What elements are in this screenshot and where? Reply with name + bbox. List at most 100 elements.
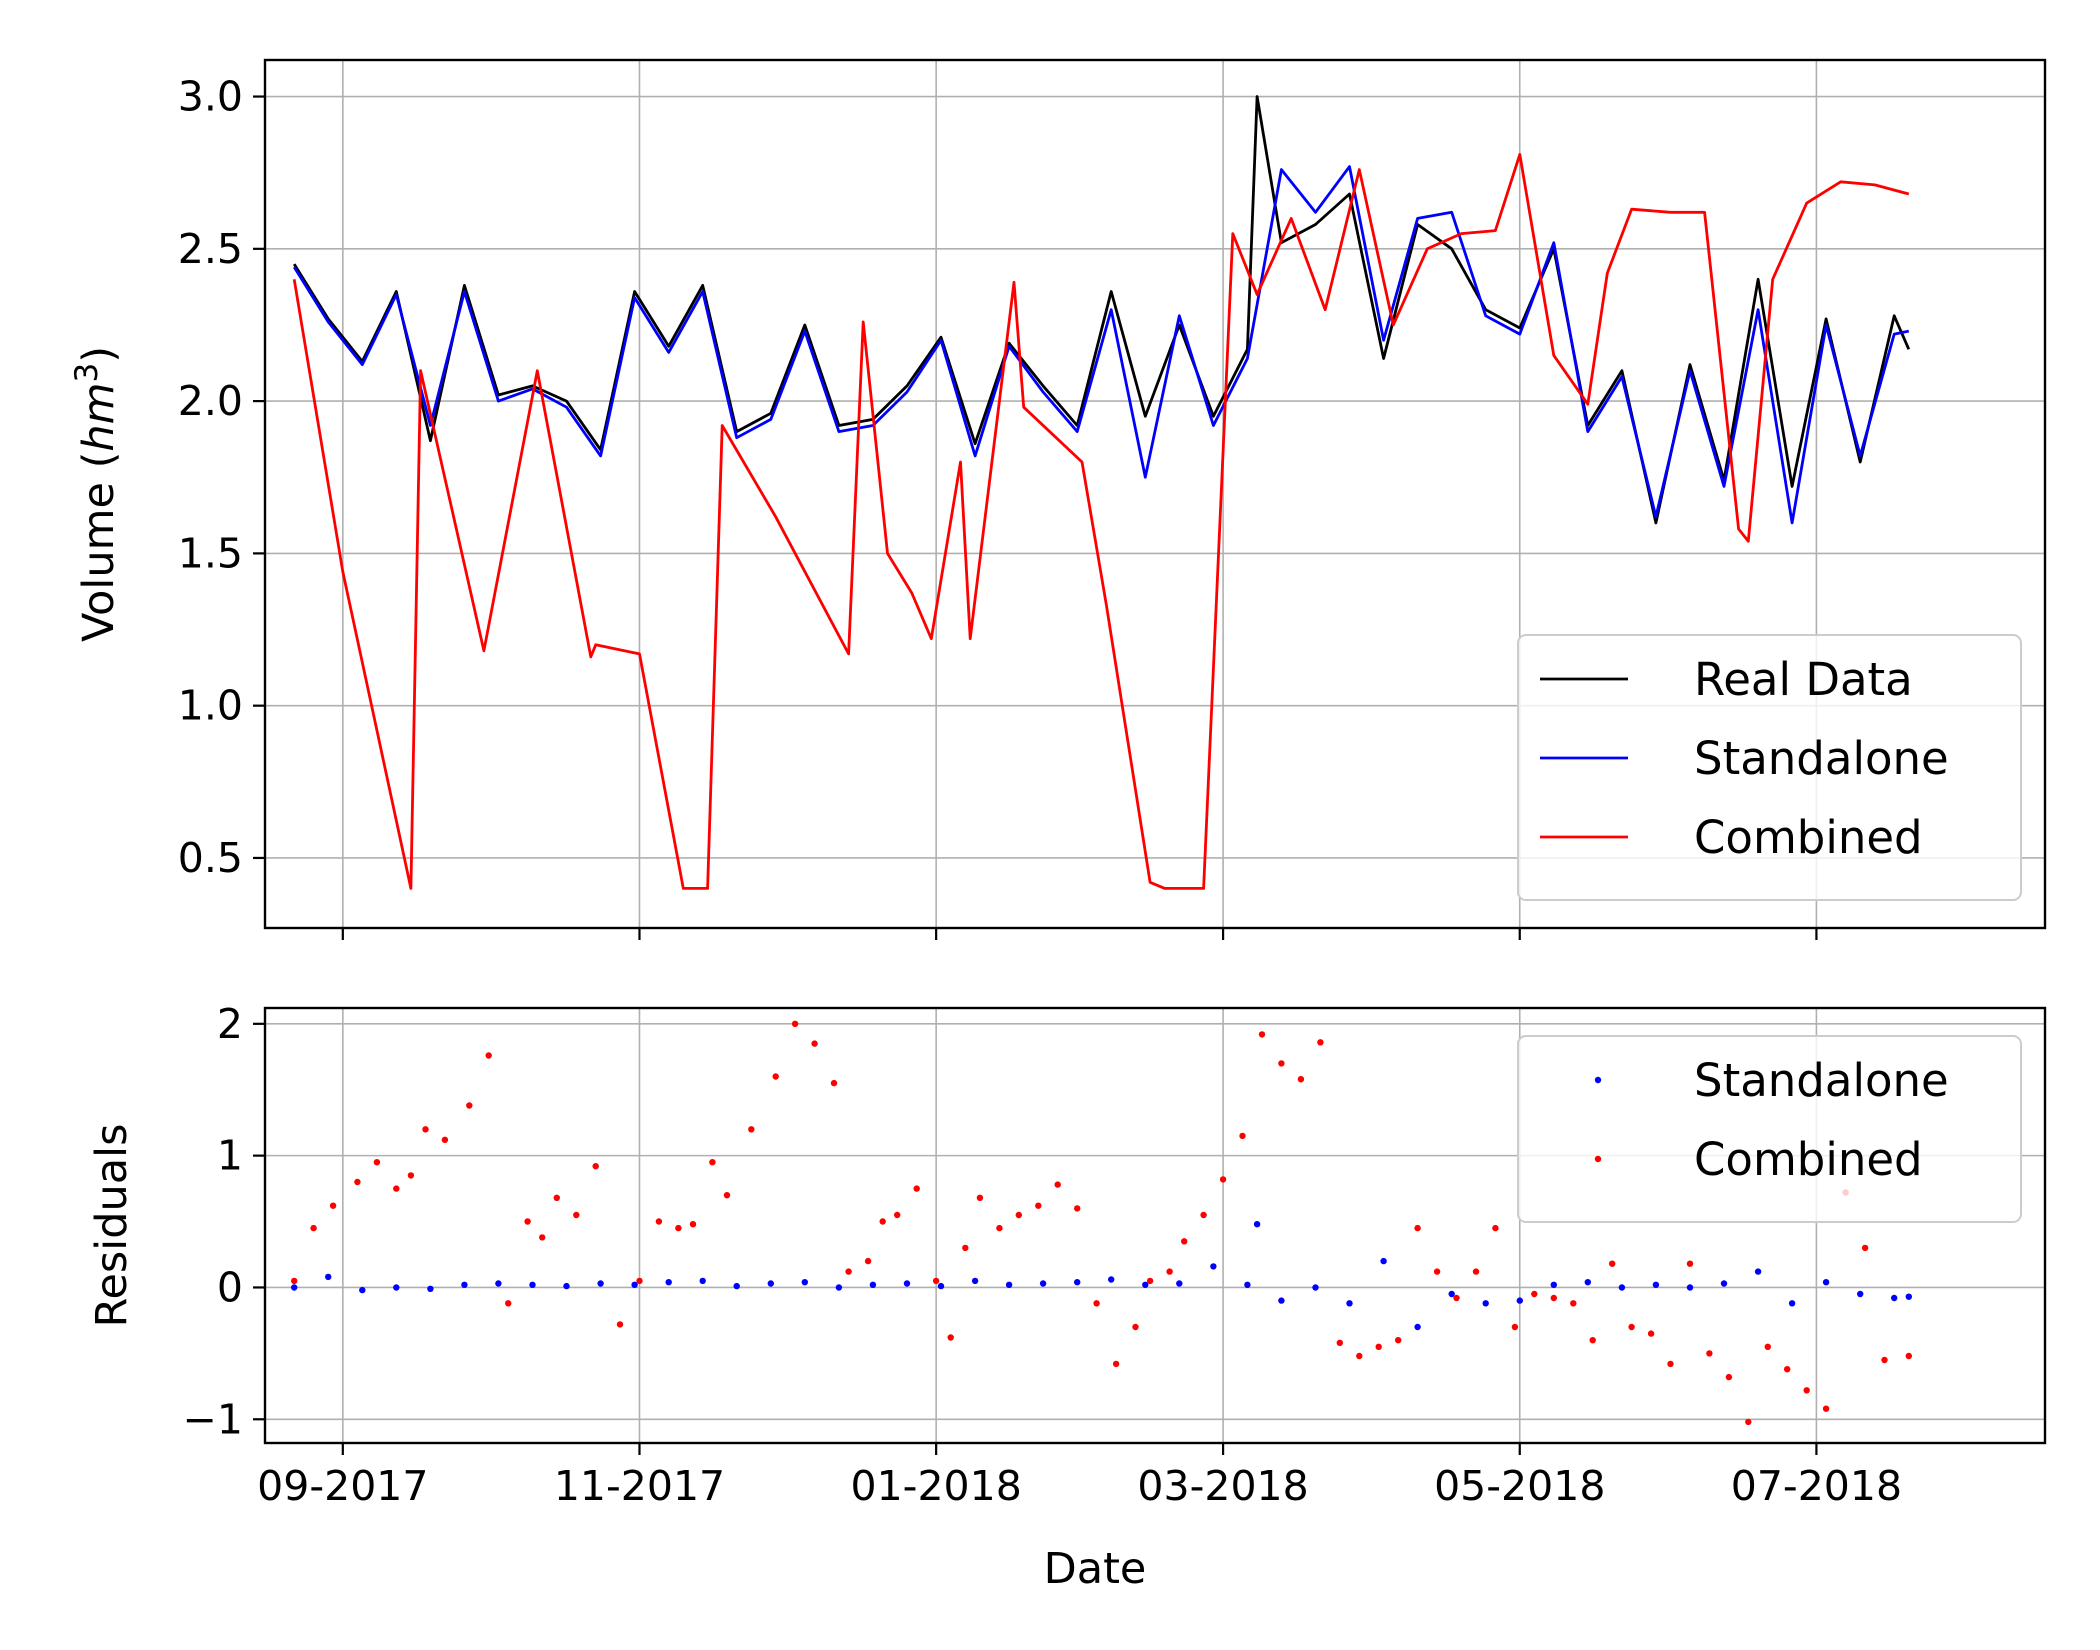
legend-label-standalone: Standalone [1694,1054,1949,1107]
point-combined [407,1172,415,1179]
point-combined [291,1277,298,1285]
legend-label-combined: Combined [1694,811,1923,864]
point-standalone [1142,1281,1149,1289]
y-tick-label: 1.0 [178,682,243,730]
y-tick-label: 2.0 [178,377,243,425]
point-standalone [937,1282,945,1290]
point-combined [1239,1132,1246,1140]
point-combined [373,1159,381,1166]
point-standalone [1414,1323,1421,1331]
point-standalone [291,1284,298,1291]
legend-label-standalone: Standalone [1694,732,1949,785]
point-combined [1764,1343,1772,1351]
point-combined [1112,1360,1120,1368]
point-combined [879,1218,886,1225]
point-standalone [359,1286,366,1294]
point-standalone [1652,1281,1660,1289]
point-combined [976,1194,984,1202]
point-standalone [1905,1293,1913,1300]
point-combined [1511,1323,1519,1331]
point-combined [1628,1323,1635,1331]
point-combined [1433,1268,1441,1275]
point-standalone [1482,1300,1489,1307]
point-combined [422,1126,429,1133]
point-combined [553,1194,560,1202]
point-combined [894,1211,901,1219]
point-combined [1861,1244,1869,1252]
residuals-panel: −1 0 1 2 09-2017 11-2017 01-2018 03-2018 05-2018… [87,1000,2047,1594]
point-standalone [1516,1297,1524,1304]
point-combined [1336,1339,1344,1347]
point-standalone [1346,1300,1353,1307]
point-combined [485,1052,492,1059]
point-combined [748,1126,755,1133]
point-combined [1181,1238,1188,1245]
point-standalone [1448,1290,1455,1298]
point-standalone [1278,1297,1285,1304]
point-combined [830,1079,838,1087]
x-tick-label: 01-2018 [850,1462,1021,1510]
point-combined [1146,1277,1154,1285]
plot-area [292,95,1911,890]
point-standalone [1550,1281,1558,1289]
point-combined [1132,1323,1139,1331]
point-combined [811,1040,818,1047]
point-combined [1492,1224,1499,1232]
point-standalone [1176,1280,1183,1287]
point-combined [1725,1373,1733,1381]
point-standalone [1686,1284,1694,1291]
point-combined [1200,1211,1207,1219]
point-standalone [461,1281,468,1289]
point-standalone [835,1284,843,1291]
point-combined [539,1234,546,1241]
series-line-standalone [293,165,1910,525]
point-combined [1035,1202,1042,1209]
x-tick-label: 03-2018 [1137,1462,1308,1510]
point-combined [1414,1224,1421,1232]
point-standalone [903,1280,911,1287]
x-tick-label: 11-2017 [554,1462,725,1510]
point-standalone [427,1285,434,1293]
point-standalone [1108,1276,1115,1283]
point-combined [1706,1350,1713,1357]
axes-frame [263,58,2047,930]
point-combined [1472,1268,1480,1275]
point-standalone [971,1277,979,1285]
y-tick-label: −1 [183,1395,243,1443]
legend-box [1517,634,2022,901]
point-standalone [631,1281,638,1289]
point-combined [466,1102,473,1109]
point-standalone [1039,1280,1047,1287]
point-combined [505,1300,512,1307]
point-combined [1278,1060,1285,1067]
series-line-combined [292,152,1910,890]
point-combined [636,1277,643,1285]
point-combined [1822,1405,1830,1412]
point-combined [1647,1330,1655,1337]
point-combined [947,1334,954,1341]
point-standalone [393,1284,400,1291]
point-combined [310,1224,317,1232]
point-combined [1356,1352,1363,1360]
point-combined [1686,1260,1694,1267]
y-tick-label: 1.5 [178,529,243,577]
point-combined [1881,1356,1888,1364]
legend-marker-combined [1594,1155,1602,1163]
plot-area [291,1020,1913,1426]
point-standalone [1788,1300,1796,1307]
point-combined [393,1185,400,1192]
point-combined [864,1257,872,1265]
y-tick-label: 1 [217,1132,243,1180]
point-standalone [869,1281,877,1289]
point-standalone [767,1280,774,1287]
point-combined [1570,1300,1577,1307]
point-standalone [1005,1281,1013,1289]
point-combined [791,1020,799,1027]
point-standalone [1244,1281,1251,1289]
point-combined [932,1277,940,1285]
point-combined [723,1192,731,1199]
point-combined [1015,1211,1022,1219]
x-axis-label: Date [1044,1544,1147,1594]
point-combined [845,1268,852,1275]
